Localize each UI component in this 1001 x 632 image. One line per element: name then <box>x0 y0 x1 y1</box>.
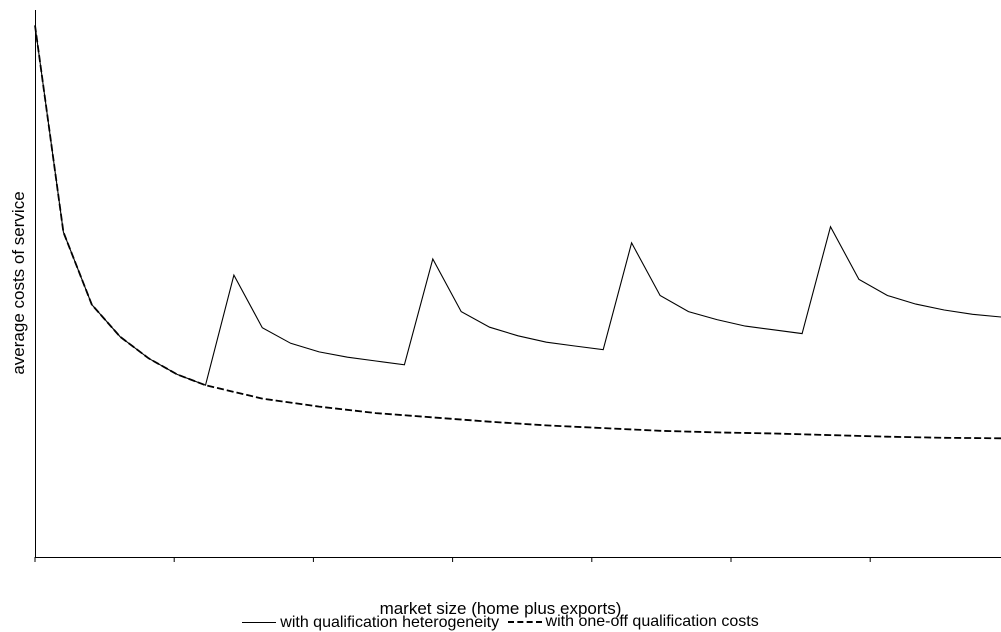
legend: with qualification heterogeneity with on… <box>0 610 1001 632</box>
legend-item-heterogeneity: with qualification heterogeneity <box>242 614 499 632</box>
x-ticks <box>34 557 871 562</box>
series-layer <box>34 25 1001 440</box>
y-axis-label: average costs of service <box>9 191 28 375</box>
x-axis-label: market size (home plus exports) <box>379 599 622 618</box>
series-line-heterogeneity <box>34 25 1001 386</box>
series-line-one-off <box>34 25 1001 440</box>
legend-label-heterogeneity: with qualification heterogeneity <box>280 613 500 631</box>
solid-line-swatch-icon <box>242 622 277 623</box>
dashed-line-swatch-icon <box>507 621 542 623</box>
legend-item-one-off: with one-off qualification costs <box>507 613 759 631</box>
legend-label-one-off: with one-off qualification costs <box>545 613 759 630</box>
